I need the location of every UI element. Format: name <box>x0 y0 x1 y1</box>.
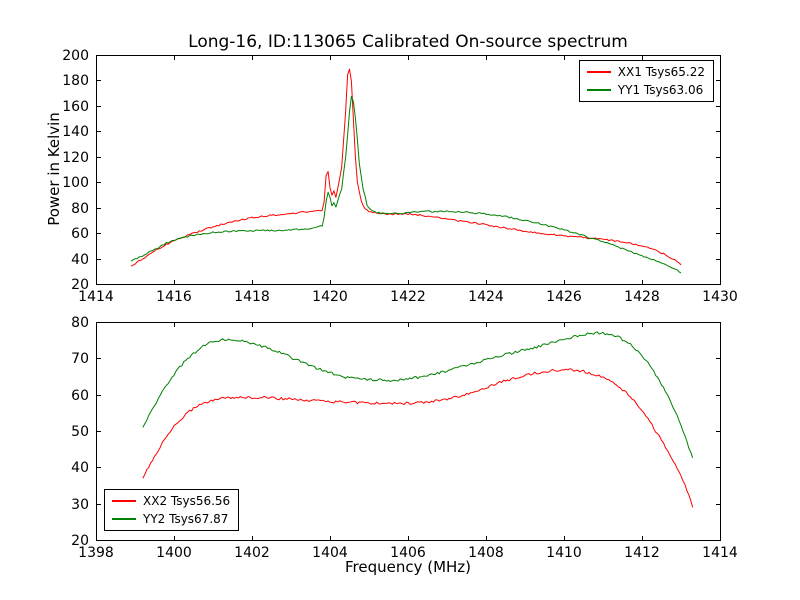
series-line-xx2 <box>142 368 694 508</box>
legend-line-swatch <box>586 89 611 91</box>
legend-subplot-2: XX2 Tsys56.56 YY2 Tsys67.87 <box>104 489 240 531</box>
legend-line-swatch <box>112 500 136 502</box>
y-axis-label: Power in Kelvin <box>45 112 63 226</box>
legend-line-swatch <box>586 71 611 73</box>
x-tick-label: 1404 <box>312 545 348 561</box>
x-tick-label: 1426 <box>546 289 582 305</box>
y-tick-label: 80 <box>71 201 89 217</box>
y-tick-label: 70 <box>71 351 89 367</box>
legend-label: YY2 Tsys67.87 <box>143 512 229 526</box>
series-line-yy1 <box>130 95 682 274</box>
y-tick-label: 20 <box>71 277 89 293</box>
x-tick-label: 1428 <box>624 289 660 305</box>
x-axis-label: Frequency (MHz) <box>344 558 472 576</box>
x-tick-label: 1414 <box>702 545 738 561</box>
legend-subplot-1: XX1 Tsys65.22 YY1 Tsys63.06 <box>578 60 714 102</box>
legend-line-swatch <box>112 518 136 520</box>
figure-title: Long-16, ID:113065 Calibrated On-source … <box>188 32 628 52</box>
x-tick-label: 1402 <box>234 545 270 561</box>
x-tick-label: 1416 <box>156 289 192 305</box>
x-tick-label: 1422 <box>390 289 426 305</box>
axes-frame <box>96 322 721 541</box>
x-tick-label: 1406 <box>390 545 426 561</box>
y-tick-label: 200 <box>62 48 89 64</box>
x-tick-label: 1420 <box>312 289 348 305</box>
y-tick-label: 60 <box>71 226 89 242</box>
legend-entry: XX2 Tsys56.56 <box>112 494 230 508</box>
legend-label: XX2 Tsys56.56 <box>143 494 231 508</box>
x-tick-label: 1410 <box>546 545 582 561</box>
x-tick-label: 1412 <box>624 545 660 561</box>
y-tick-label: 100 <box>62 175 89 191</box>
series-line-yy2 <box>142 331 694 458</box>
legend-entry: XX1 Tsys65.22 <box>586 65 705 79</box>
y-tick-label: 120 <box>62 150 89 166</box>
x-tick-label: 1414 <box>78 289 114 305</box>
legend-label: YY1 Tsys63.06 <box>617 83 704 97</box>
x-tick-label: 1430 <box>702 289 738 305</box>
legend-entry: YY2 Tsys67.87 <box>112 512 230 526</box>
y-tick-label: 140 <box>62 124 89 140</box>
x-tick-label: 1408 <box>468 545 504 561</box>
subplot-1: 1414 1416 1418 1420 1422 1424 1426 1428 1430 20 40… <box>62 48 738 305</box>
y-tick-label: 40 <box>71 252 89 268</box>
x-tick-label: 1424 <box>468 289 504 305</box>
y-tick-label: 60 <box>71 388 89 404</box>
y-tick-label: 50 <box>71 424 89 440</box>
legend-entry: YY1 Tsys63.06 <box>586 83 705 97</box>
x-tick-label: 1398 <box>78 545 114 561</box>
x-tick-label: 1418 <box>234 289 270 305</box>
axes-frame <box>96 55 721 285</box>
subplot-2: 1398 1400 1402 1404 1406 1408 1410 1412 1414 20 30… <box>71 315 738 561</box>
y-tick-label: 180 <box>62 73 89 89</box>
y-tick-label: 80 <box>71 315 89 331</box>
legend-label: XX1 Tsys65.22 <box>617 65 705 79</box>
y-tick-label: 160 <box>62 99 89 115</box>
y-tick-label: 40 <box>71 460 89 476</box>
y-tick-label: 30 <box>71 497 89 513</box>
x-tick-label: 1400 <box>156 545 192 561</box>
y-tick-label: 20 <box>71 533 89 549</box>
